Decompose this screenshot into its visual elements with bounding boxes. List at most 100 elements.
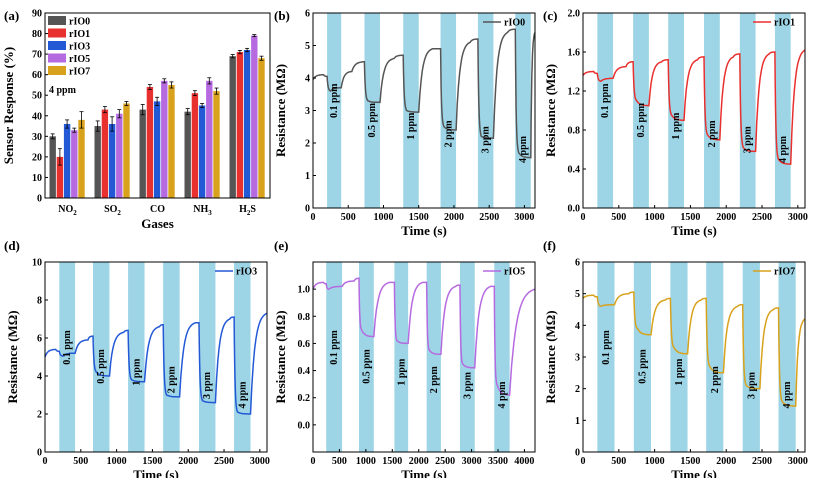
y-tick-label: 1.2	[568, 87, 581, 98]
x-axis-label: Time (s)	[671, 223, 717, 238]
concentration-label: 3 ppm	[481, 126, 492, 154]
panel-label-a: (a)	[4, 8, 19, 23]
panel-c: (c) 0 500 1000 1500 2000 2500 3000 0.0 0.4 0.8 1.2 1…	[543, 8, 808, 238]
gas-window	[739, 13, 756, 208]
axes-frame	[582, 261, 806, 453]
concentration-label: 1 ppm	[131, 358, 142, 386]
bar-rIO1-CO	[146, 87, 154, 198]
y-tick-label: 80	[32, 29, 42, 40]
concentration-label: 2 ppm	[707, 120, 718, 148]
concentration-label: 4 ppm	[497, 381, 508, 409]
y-tick-label: 0.6	[298, 339, 311, 350]
concentration-label: 0.1 ppm	[62, 330, 73, 365]
gas-window	[59, 262, 76, 452]
gas-window	[774, 13, 791, 208]
concentration-label: 4 ppm	[237, 381, 248, 409]
x-tick-label: 1500	[142, 456, 162, 467]
y-axis-label: Resistance (MΩ)	[543, 64, 558, 157]
x-axis-label: Time (s)	[401, 223, 447, 238]
bar-rIO3-CO	[153, 101, 161, 198]
x-tick-label: 2000	[716, 212, 736, 223]
bar-rIO5-H2S	[251, 35, 258, 198]
y-tick-label: 1	[305, 171, 310, 182]
y-tick-label: 3	[575, 353, 580, 364]
y-tick-label: 50	[32, 91, 42, 102]
legend-swatch-rIO1	[48, 28, 66, 38]
gas-window	[198, 262, 216, 452]
bar-rIO3-SO2	[108, 124, 116, 198]
bar-rIO3-H2S	[243, 50, 251, 198]
legend-label-rIO0: rIO0	[504, 18, 525, 29]
x-tick-label: 1000	[356, 456, 376, 467]
panel-d: (d) 0 500 1000 1500 2000 2500 3000 0 2 4 6 8 10 Time (…	[4, 238, 270, 478]
concentration-label: 0.1 ppm	[601, 330, 612, 365]
y-tick-label: 0.4	[298, 366, 311, 377]
y-tick-label: 0	[37, 194, 42, 205]
x-axis-label: Time (s)	[133, 467, 179, 478]
gas-window	[704, 13, 720, 208]
x-tick-label: 1500	[382, 456, 402, 467]
bar-rIO1-SO2	[101, 109, 109, 198]
x-tick-label: 2500	[752, 456, 772, 467]
bar-rIO1-H2S	[236, 52, 244, 198]
y-tick-label: 6	[37, 334, 42, 345]
bar-rIO7-NO2	[78, 119, 85, 198]
bar-rIO7-CO	[168, 84, 175, 198]
y-tick-label: 0.2	[298, 393, 311, 404]
gas-window	[459, 262, 475, 452]
y-tick-label: 0.4	[568, 165, 581, 176]
y-tick-label: 0.8	[298, 312, 311, 323]
y-tick-label: 2	[575, 384, 580, 395]
bar-rIO5-SO2	[116, 113, 123, 198]
y-tick-label: 20	[32, 152, 42, 163]
y-tick-label: 1.6	[568, 48, 581, 59]
y-tick-label: 4	[575, 321, 580, 332]
x-tick-label-SO2: SO2	[104, 204, 121, 217]
x-tick-label: 0	[311, 212, 316, 223]
y-tick-label: 5	[575, 289, 580, 300]
x-axis-label: Time (s)	[401, 467, 447, 478]
legend-swatch-rIO5	[48, 53, 66, 63]
y-axis-label: Resistance (MΩ)	[5, 310, 20, 403]
panel-label-e: (e)	[274, 238, 288, 253]
x-tick-label: 1000	[645, 212, 665, 223]
gas-window	[403, 13, 419, 208]
x-tick-label: 500	[611, 212, 626, 223]
axes-frame	[312, 261, 536, 453]
y-tick-label: 4	[37, 372, 42, 383]
legend-swatch-rIO0	[48, 16, 66, 25]
bar-rIO0-H2S	[229, 56, 236, 198]
x-tick-label: 2500	[214, 456, 234, 467]
y-axis-label: Sensor Response (%)	[1, 47, 16, 165]
y-tick-label: 0.0	[298, 420, 311, 431]
x-tick-label: 3000	[788, 212, 808, 223]
x-tick-label: 2000	[178, 456, 198, 467]
x-tick-label: 2500	[435, 456, 455, 467]
gas-window	[477, 13, 494, 208]
x-tick-label: 500	[332, 456, 347, 467]
gas-window	[597, 262, 615, 452]
concentration-label: 3 ppm	[202, 371, 213, 399]
concentration-label: 0.5 ppm	[361, 349, 372, 384]
y-axis-label: Resistance (MΩ)	[273, 64, 288, 157]
x-tick-label: 0	[311, 456, 316, 467]
y-tick-label: 4	[305, 74, 310, 85]
x-tick-label: 3000	[514, 212, 534, 223]
x-tick-label: 1500	[680, 456, 700, 467]
concentration-label: 1 ppm	[671, 112, 682, 140]
x-tick-label: 2500	[752, 212, 772, 223]
series-line-rIO7	[582, 291, 806, 407]
gas-window	[92, 262, 110, 452]
legend-label-rIO1: rIO1	[774, 18, 795, 29]
gas-window	[597, 13, 614, 208]
x-tick-label: 2000	[444, 212, 464, 223]
y-tick-label: 90	[32, 9, 42, 20]
legend-swatch-rIO3	[48, 41, 66, 50]
y-tick-label: 0.0	[568, 204, 581, 215]
y-tick-label: 40	[32, 111, 42, 122]
concentration-label: 2 ppm	[443, 120, 454, 148]
legend-swatch-rIO7	[48, 66, 66, 75]
y-tick-label: 0	[305, 204, 310, 215]
legend-label-rIO5: rIO5	[504, 267, 525, 278]
